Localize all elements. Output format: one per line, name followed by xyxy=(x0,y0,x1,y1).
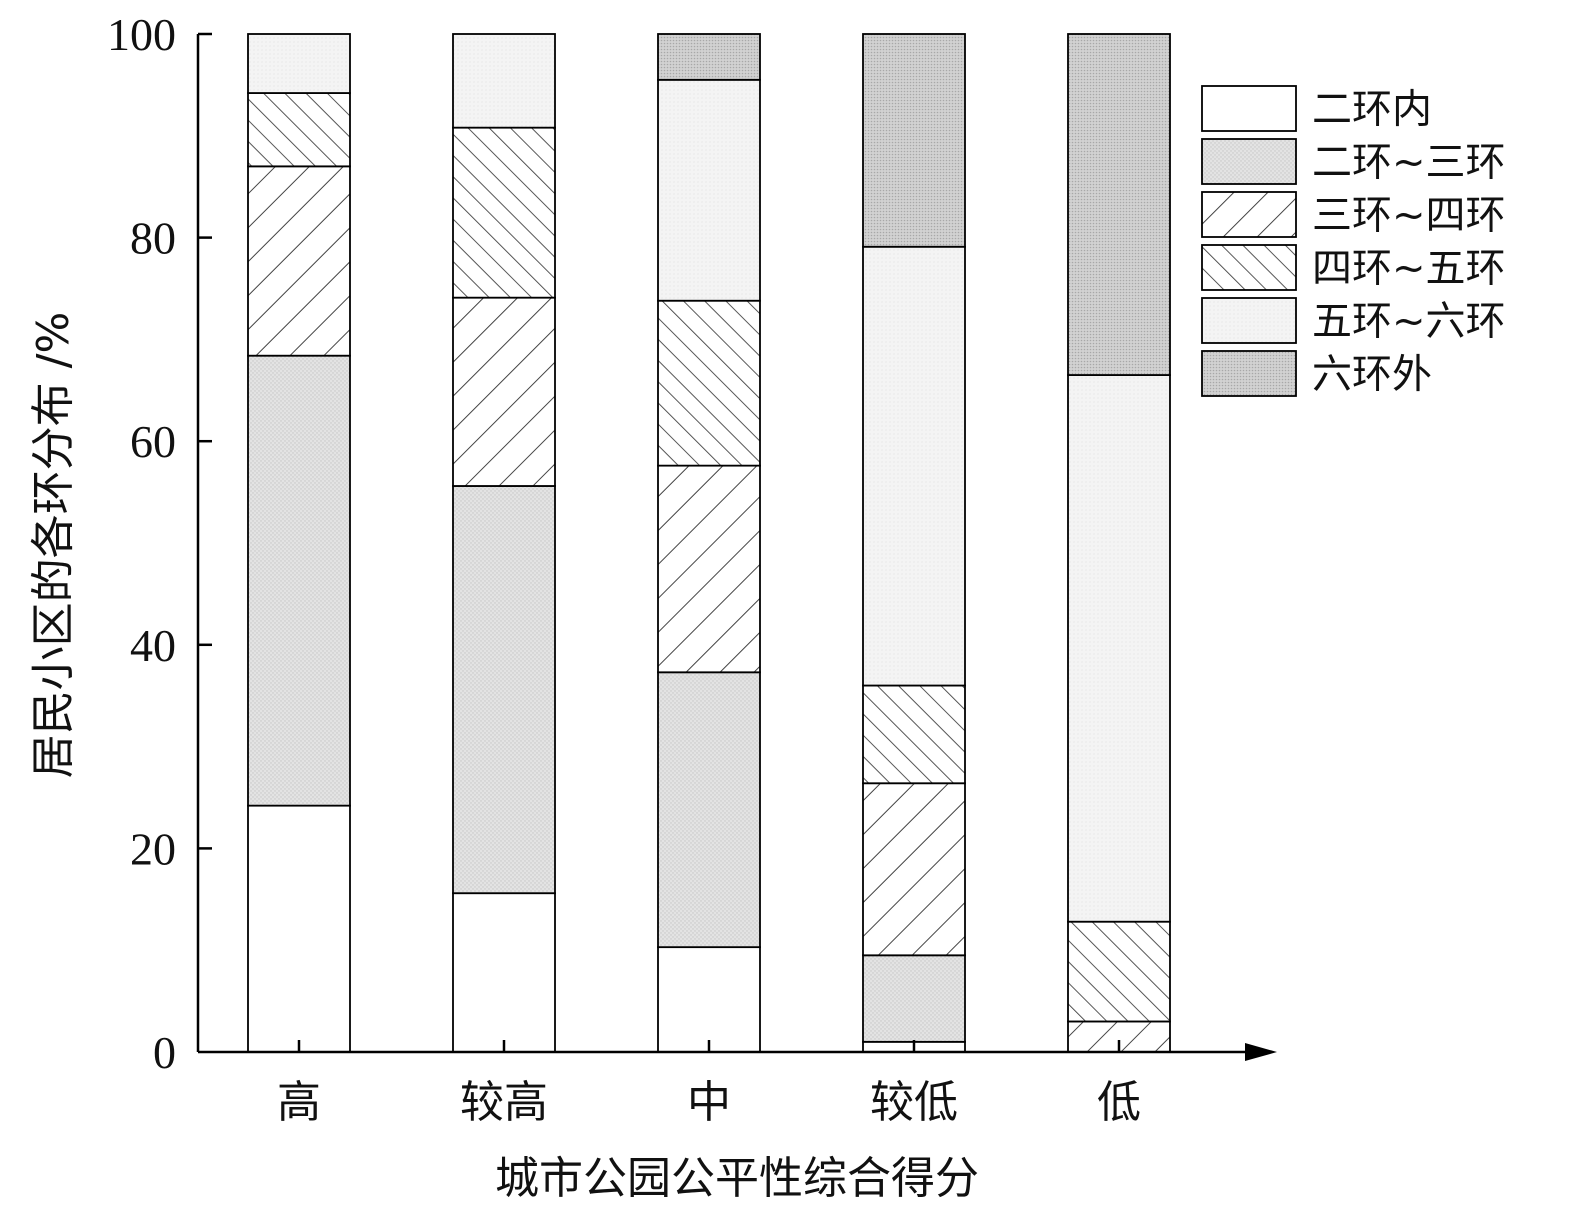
legend-label: 三环~四环 xyxy=(1312,193,1506,239)
x-tick-label: 较高 xyxy=(460,1077,548,1128)
bar-segment-1-4 xyxy=(247,92,351,168)
bar-segment-1-1 xyxy=(247,804,351,1053)
legend-item-6: 六环外 xyxy=(1201,350,1432,398)
legend-swatch xyxy=(1201,244,1297,291)
bar-segment-1-5 xyxy=(247,33,351,94)
y-axis-title: 居民小区的各环分布 /% xyxy=(28,312,79,779)
bar-segment-2-5 xyxy=(452,33,556,129)
legend-label: 五环~六环 xyxy=(1312,299,1506,345)
legend-swatch xyxy=(1201,350,1297,397)
axes xyxy=(196,34,1277,1061)
x-axis-title: 城市公园公平性综合得分 xyxy=(495,1153,979,1204)
bar-segment-1-2 xyxy=(247,354,351,807)
x-axis-arrow xyxy=(1245,1043,1277,1061)
y-tick-label: 100 xyxy=(107,9,176,60)
bar-segment-5-6 xyxy=(1067,33,1171,376)
y-tick-label: 60 xyxy=(130,416,176,467)
bar-segment-1-3 xyxy=(247,165,351,357)
x-tick-label: 中 xyxy=(687,1077,731,1128)
legend-item-1: 二环内 xyxy=(1201,85,1432,133)
bar-segment-3-6 xyxy=(657,33,761,81)
x-tick-label: 较低 xyxy=(870,1077,958,1128)
legend-label: 四环~五环 xyxy=(1312,246,1506,292)
bar-segment-3-3 xyxy=(657,464,761,674)
legend-item-2: 二环~三环 xyxy=(1201,138,1506,186)
bar-segment-4-3 xyxy=(862,782,966,957)
bar-segment-2-3 xyxy=(452,296,556,487)
bar-group-4 xyxy=(862,33,966,1053)
legend-swatch xyxy=(1201,85,1297,132)
bar-segment-3-1 xyxy=(657,946,761,1053)
y-tick-label: 20 xyxy=(130,823,176,874)
bar-segment-3-4 xyxy=(657,299,761,467)
bars-layer xyxy=(247,33,1171,1053)
x-tick-label: 低 xyxy=(1097,1077,1141,1128)
bar-group-2 xyxy=(452,33,556,1053)
bar-group-1 xyxy=(247,33,351,1053)
y-tick-label: 40 xyxy=(130,620,176,671)
y-tick-label: 0 xyxy=(153,1027,176,1078)
bar-group-5 xyxy=(1067,33,1171,1053)
bar-segment-2-1 xyxy=(452,892,556,1053)
bar-group-3 xyxy=(657,33,761,1053)
legend-swatch xyxy=(1201,138,1297,185)
x-tick-label: 高 xyxy=(277,1077,321,1128)
bar-segment-3-5 xyxy=(657,78,761,302)
legend-item-4: 四环~五环 xyxy=(1201,244,1506,292)
bar-segment-4-5 xyxy=(862,245,966,687)
legend-label: 二环内 xyxy=(1312,87,1432,133)
bar-segment-5-4 xyxy=(1067,920,1171,1023)
bar-segment-5-5 xyxy=(1067,374,1171,923)
legend-swatch xyxy=(1201,191,1297,238)
legend-item-5: 五环~六环 xyxy=(1201,297,1506,345)
bar-segment-3-2 xyxy=(657,671,761,949)
y-tick-label: 80 xyxy=(130,213,176,264)
y-ticks: 0 20 40 60 80 100 xyxy=(107,9,212,1078)
legend-label: 二环~三环 xyxy=(1312,140,1506,186)
legend-swatch xyxy=(1201,297,1297,344)
legend-item-3: 三环~四环 xyxy=(1201,191,1506,239)
bar-segment-4-6 xyxy=(862,33,966,248)
bar-segment-4-2 xyxy=(862,954,966,1043)
bar-segment-4-4 xyxy=(862,684,966,785)
legend-label: 六环外 xyxy=(1312,352,1432,398)
bar-segment-2-2 xyxy=(452,485,556,895)
bar-segment-2-4 xyxy=(452,126,556,299)
x-ticks: 高 较高 中 较低 低 xyxy=(277,1040,1141,1128)
